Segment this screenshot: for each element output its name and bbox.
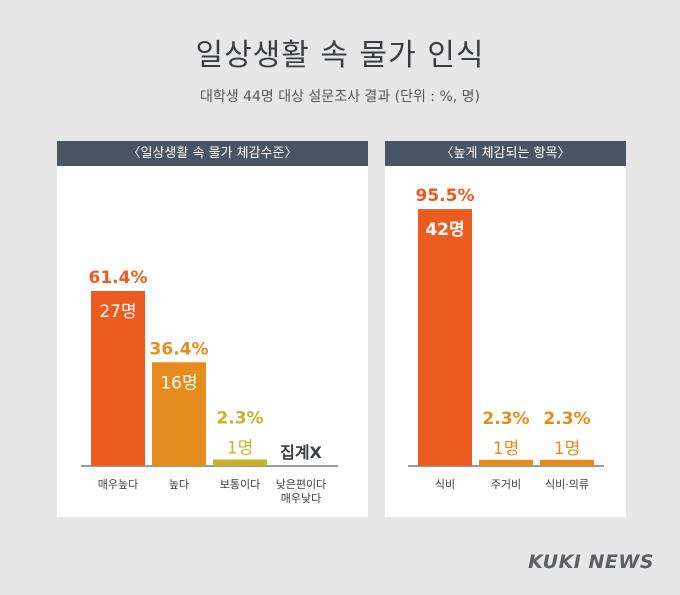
- count-label: 27명: [99, 302, 136, 322]
- bar: [152, 362, 206, 466]
- category-label: 낮은편이다: [276, 478, 327, 491]
- category-label: 주거비: [491, 478, 521, 491]
- bar: [479, 459, 533, 466]
- value-label: 95.5%: [416, 186, 475, 206]
- value-label: 36.4%: [150, 339, 209, 359]
- page-subtitle: 대학생 44명 대상 설문조사 결과 (단위 : %, 명): [199, 89, 480, 105]
- bar: [540, 459, 594, 466]
- count-label: 16명: [160, 373, 197, 393]
- bar: [418, 209, 472, 467]
- value-label: 2.3%: [543, 409, 590, 429]
- category-label: 식비·의류: [545, 478, 589, 491]
- category-label: 매우낮다: [281, 492, 321, 505]
- panel-header: 〈일상생활 속 물가 체감수준〉: [57, 141, 368, 166]
- category-label: 식비: [435, 478, 455, 491]
- category-label: 매우높다: [98, 478, 138, 491]
- bar: [213, 459, 267, 466]
- category-label: 높다: [169, 478, 189, 491]
- page-title: 일상생활 속 물가 인식: [195, 38, 485, 73]
- panel-header: 〈높게 체감되는 항목〉: [385, 141, 626, 166]
- not-counted-note: 집계X: [280, 443, 322, 462]
- count-label: 42명: [425, 220, 464, 240]
- count-label: 1명: [554, 439, 580, 459]
- count-label: 1명: [227, 438, 253, 458]
- brand-logo: KUKI NEWS: [528, 551, 654, 573]
- bar: [91, 291, 145, 466]
- value-label: 2.3%: [216, 408, 263, 428]
- count-label: 1명: [493, 439, 519, 459]
- category-label: 보통이다: [220, 478, 260, 491]
- value-label: 61.4%: [89, 268, 148, 288]
- value-label: 2.3%: [482, 409, 529, 429]
